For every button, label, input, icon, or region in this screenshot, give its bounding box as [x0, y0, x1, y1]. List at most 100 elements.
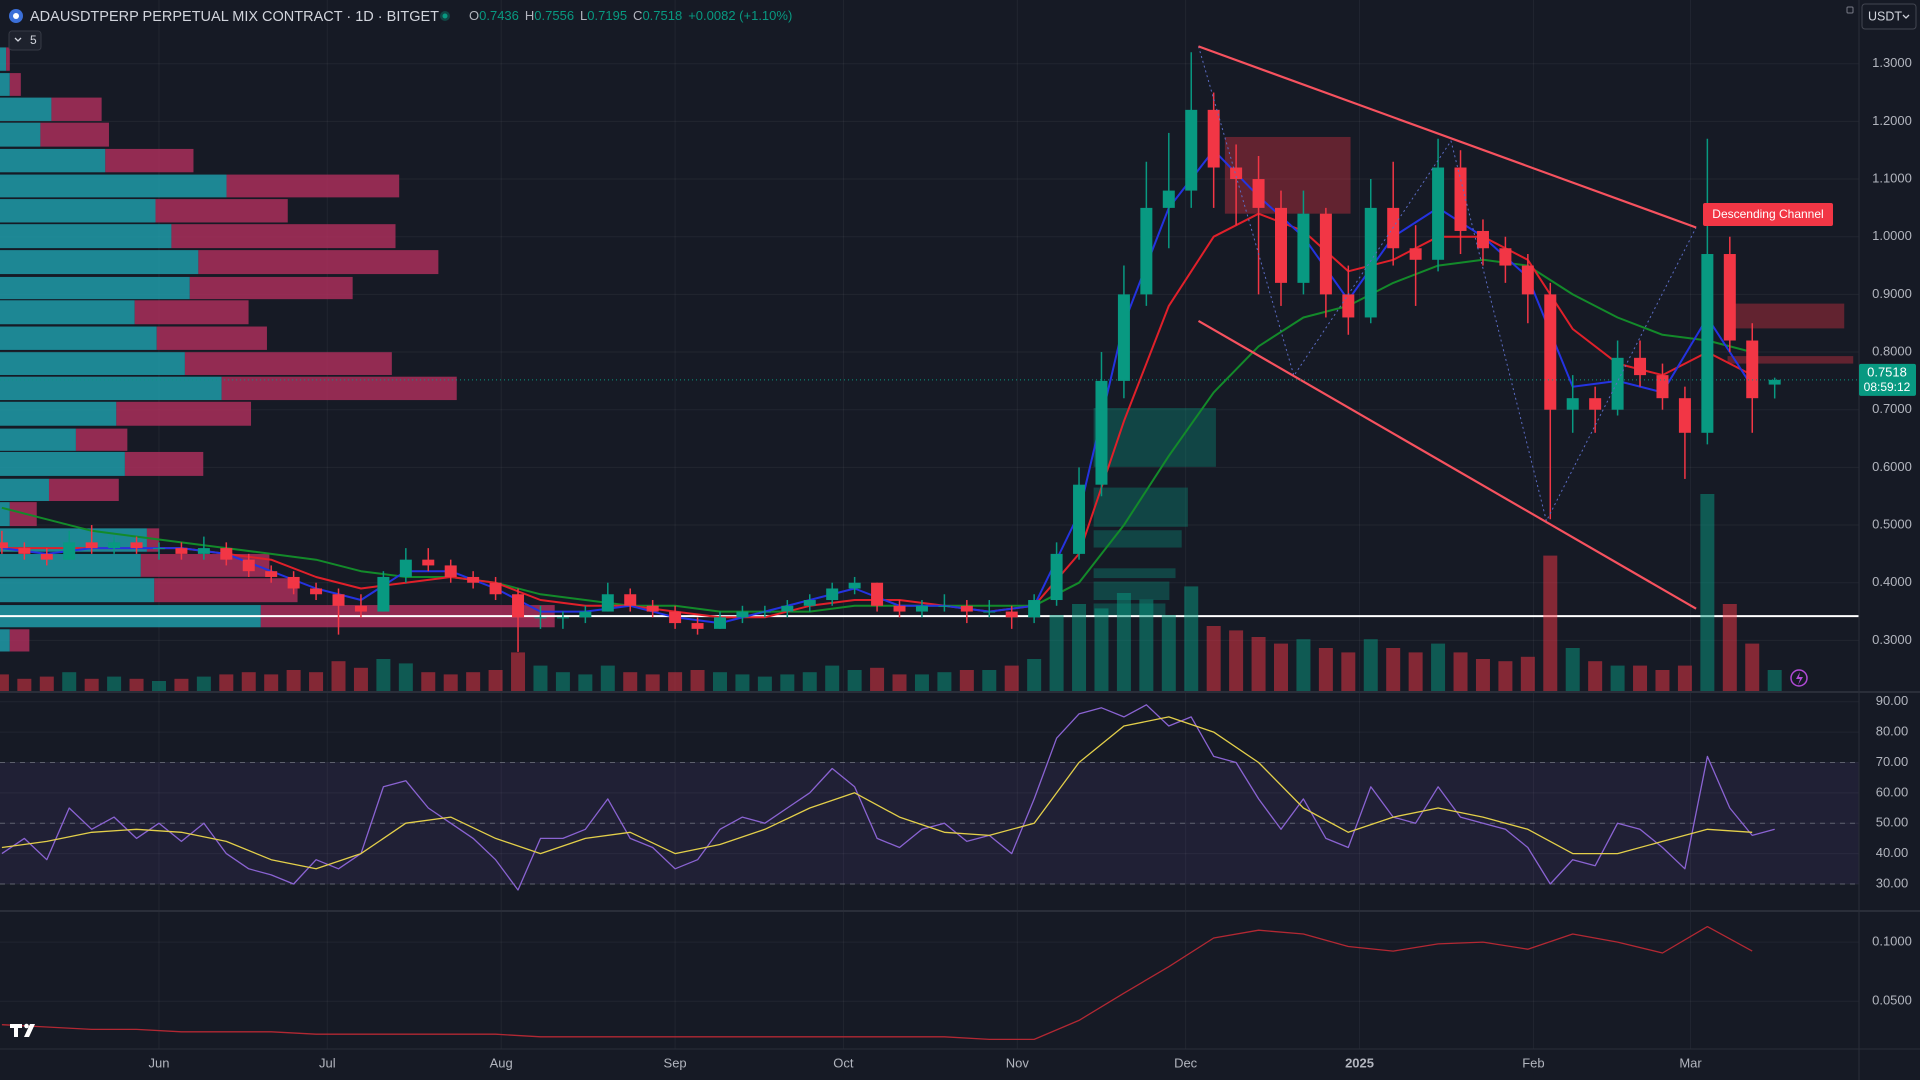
chevron-icon: [1902, 14, 1910, 19]
candle-body: [691, 623, 704, 629]
profile-sell-bar: [75, 428, 128, 451]
currency-select[interactable]: [1861, 3, 1917, 30]
profile-sell-bar: [171, 224, 396, 249]
status-dot: [442, 13, 448, 19]
y-tick-label: 1.3000: [1872, 55, 1912, 70]
candle-body: [63, 542, 76, 560]
volume-bar: [937, 672, 952, 692]
profile-buy-bar: [0, 73, 10, 96]
volume-bar: [1116, 593, 1131, 692]
candle-body: [354, 605, 367, 612]
profile-buy-bar: [0, 47, 7, 71]
candle-body: [758, 611, 771, 613]
ohlc-value: 0.7556: [534, 8, 574, 23]
volume-bar: [488, 670, 503, 692]
candle-body: [1454, 167, 1467, 231]
alert-icon[interactable]: [1790, 669, 1808, 687]
candle-body: [18, 548, 31, 554]
volume-bar: [1251, 637, 1266, 692]
volume-bar: [1386, 648, 1401, 692]
candle-body: [377, 576, 390, 612]
candle-body: [736, 611, 749, 618]
header: ADAUSDTPERP PERPETUAL MIX CONTRACT · 1D …: [8, 3, 1917, 51]
candle-body: [915, 605, 928, 612]
annotation-label: Descending Channel: [1712, 207, 1823, 221]
volume-bar: [1677, 665, 1692, 692]
candle-body: [512, 594, 525, 618]
rsi-pane: [0, 692, 1859, 911]
volume-bar: [1318, 648, 1333, 692]
ohlc-label: C: [633, 8, 642, 23]
volume-bar: [39, 676, 54, 692]
zone: [1093, 487, 1188, 527]
ohlc-legend: O0.7436 H0.7556 L0.7195 C0.7518 +0.0082 (+1.…: [469, 8, 792, 23]
candle-body: [1678, 398, 1691, 433]
volume-bar: [1341, 652, 1356, 692]
candle-body: [803, 600, 816, 606]
y-tick-label: 1.2000: [1872, 113, 1912, 128]
logo-part: [24, 1023, 29, 1029]
volume-bar: [735, 674, 750, 692]
indicators-toggle[interactable]: [8, 30, 42, 51]
logo-part: [10, 1024, 22, 1037]
candle-body: [1544, 294, 1557, 410]
ohlc-label: H: [525, 8, 534, 23]
volume-bar: [174, 678, 189, 692]
y-tick-label: 0.6000: [1872, 459, 1912, 474]
volume-bar: [1072, 604, 1087, 692]
candle-body: [220, 548, 233, 560]
candle-body: [108, 542, 121, 549]
zone: [1093, 581, 1170, 601]
volume-bar: [466, 672, 481, 692]
volume-bar: [645, 674, 660, 692]
candle-body: [1521, 265, 1534, 295]
candle-body: [534, 617, 547, 619]
trend-line: [1197, 319, 1697, 610]
volume-bar: [1745, 643, 1760, 692]
trend-line: [1198, 45, 1697, 229]
price-label: 0.7518: [1867, 364, 1907, 379]
volume-bar: [264, 674, 279, 692]
volume-bar: [892, 674, 907, 692]
candle-body: [310, 588, 323, 595]
candle-body: [1073, 484, 1086, 554]
profile-buy-bar: [0, 276, 190, 300]
annotation-box: [1703, 203, 1833, 226]
profile-buy-bar: [0, 401, 117, 426]
ohlc-value: 0.7195: [587, 8, 627, 23]
rsi-average: [1, 716, 1753, 870]
volume-bar: [1296, 639, 1311, 692]
profile-sell-bar: [105, 148, 194, 173]
y-tick-label: 0.0500: [1872, 993, 1912, 1008]
profile-sell-bar: [155, 199, 288, 223]
profile-sell-bar: [221, 376, 457, 401]
profile-buy-bar: [0, 148, 106, 173]
profile-buy-bar: [0, 554, 141, 577]
candle-body: [130, 542, 143, 549]
tradingview-logo: [10, 1023, 35, 1037]
volume-bar: [600, 665, 615, 692]
volume-bar: [847, 670, 862, 692]
profile-sell-bar: [198, 250, 439, 275]
volume-bar: [1767, 670, 1782, 692]
y-tick-label: 0.4000: [1872, 574, 1912, 589]
profile-buy-bar: [0, 326, 157, 350]
profile-sell-bar: [9, 73, 21, 96]
y-tick-label: 0.8000: [1872, 343, 1912, 358]
settings-icon[interactable]: [1846, 6, 1854, 14]
y-tick-label: 30.00: [1876, 875, 1909, 890]
volume-bar: [757, 676, 772, 692]
volume-bar: [129, 678, 144, 692]
zone: [1727, 356, 1854, 364]
profile-buy-bar: [0, 376, 222, 401]
candle-body: [601, 594, 614, 612]
volume-bar: [1161, 615, 1176, 692]
y-tick-label: 0.7000: [1872, 401, 1912, 416]
volume-bar: [780, 674, 795, 692]
candle-body: [646, 605, 659, 612]
profile-sell-bar: [40, 122, 109, 147]
candle-body: [1701, 254, 1714, 433]
volume-bar: [1094, 608, 1109, 692]
volume-bar: [1049, 615, 1064, 692]
profile-sell-bar: [116, 401, 252, 426]
